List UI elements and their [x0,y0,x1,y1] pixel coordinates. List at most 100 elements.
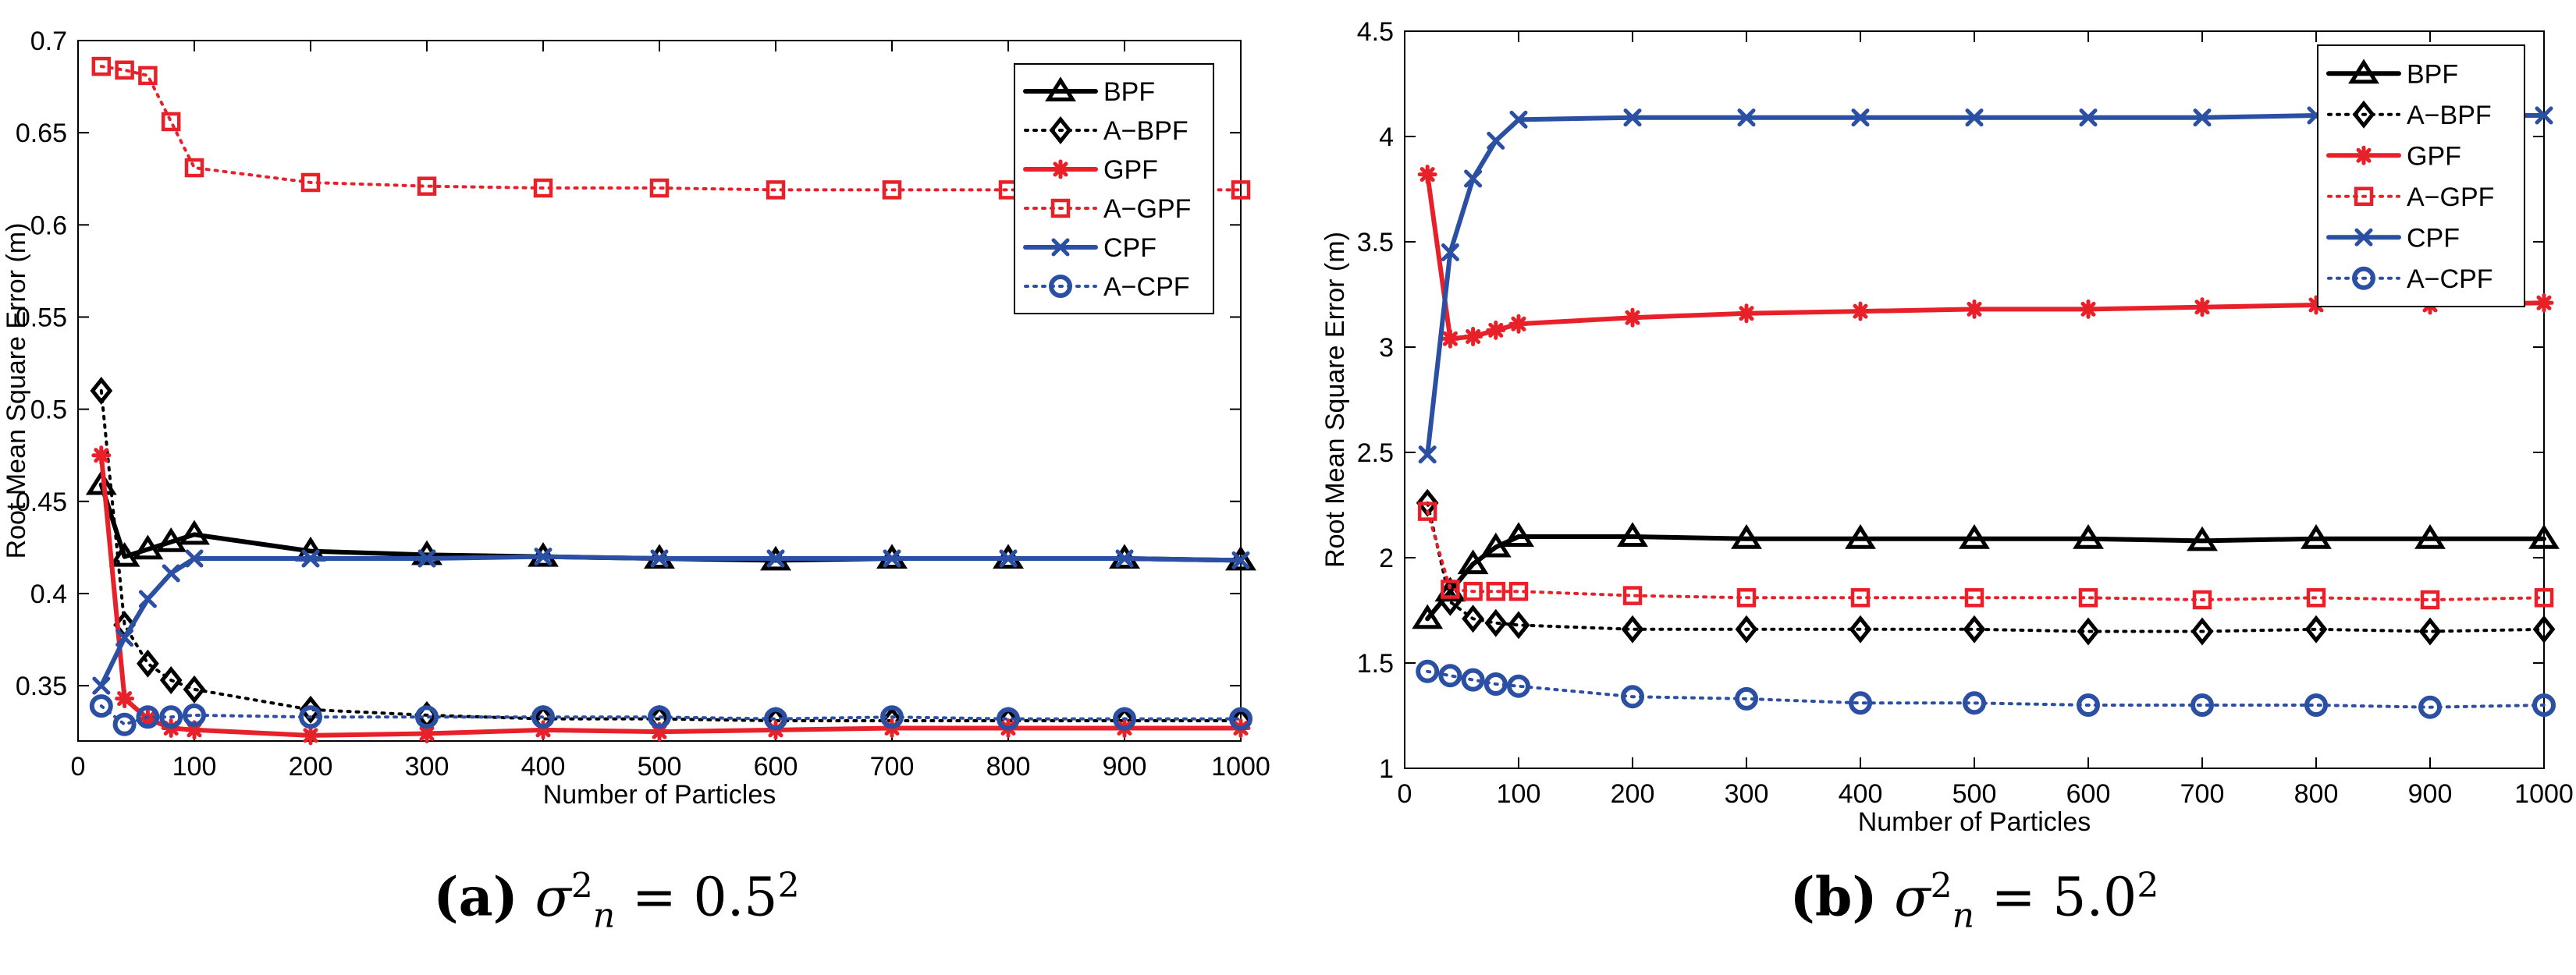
panel-b-point-bpf [1480,532,1512,558]
panel-b-xtick-label: 800 [2294,779,2339,809]
panel-b-point-a-bpf [1735,615,1758,644]
panel-a-point-cpf [162,564,180,583]
figure-canvas: 0 100 200 300 400 500 600 700 800 900 10000.350.40… [2,17,2574,837]
panel-a-legend-marker-a-gpf [1050,198,1071,218]
panel-a-series-a-gpf [91,56,1251,200]
panel-b-legend-marker-a-gpf [2354,186,2374,206]
caption-b: (b) σ2n = 5.02 [1662,866,2286,952]
panel-b-point-gpf [1463,327,1483,346]
panel-b-legend-marker-gpf [2354,145,2374,165]
panel-b-point-a-gpf [1964,588,1984,608]
panel-b-point-bpf [1457,549,1489,575]
panel-b-xtick-label: 200 [1611,779,1655,809]
panel-a-ytick-label: 0.55 [16,303,67,332]
panel-a-ytick-label: 0.4 [30,580,67,609]
panel-a-point-gpf [115,689,135,709]
panel-b-point-bpf [1503,522,1534,547]
panel-b-point-a-cpf [2532,693,2556,717]
panel-b-series-gpf [1417,165,2554,349]
panel-a-legend-marker-cpf [1051,238,1070,257]
panel-b-point-a-cpf [2418,695,2442,719]
caption-b-exponent: 2 [2137,866,2159,906]
panel-b-point-cpf [1487,131,1505,150]
panel-b-point-cpf [1851,108,1870,127]
panel-a-point-cpf [115,629,134,647]
panel-b-line-a-cpf [1426,669,2546,709]
panel-a-point-bpf [132,534,164,560]
panel-a-point-a-gpf [882,180,902,200]
panel-a-point-gpf [91,445,112,466]
panel-b-point-a-bpf [1484,608,1508,637]
panel-a-point-gpf [300,725,321,746]
panel-a-point-a-cpf [764,707,787,731]
panel-a-point-a-cpf [997,707,1020,731]
panel-b-point-a-cpf [2190,693,2214,717]
panel-a-point-cpf [185,549,204,568]
panel-b-point-a-bpf [1621,615,1644,644]
panel-b-point-a-gpf [1463,581,1483,601]
panel-a-legend-marker-gpf [1050,159,1071,179]
panel-b-point-a-cpf [1416,659,1440,683]
panel-b-legend-marker-a-cpf [2352,266,2375,290]
panel-b-xtick-label: 900 [2408,779,2453,809]
panel-b-xtick-label: 0 [1398,779,1412,809]
panel-a-point-a-bpf [136,649,159,678]
caption-b-value: = 5.0 [1974,867,2137,929]
caption-a-exponent: 2 [777,866,800,906]
panel-b-point-cpf [1623,108,1642,127]
panel-b-point-cpf [2079,108,2098,127]
panel-b-xtick-label: 600 [2066,779,2111,809]
panel-a-point-a-cpf [183,703,206,727]
panel-b-x-axis-label: Number of Particles [1858,807,2091,837]
panel-a-xtick-label: 100 [172,752,217,782]
panel-b-ytick-label: 2 [1379,544,1394,573]
panel-b-point-a-cpf [1621,685,1644,709]
panel-b-point-a-cpf [1438,664,1462,688]
panel-b-xtick-label: 100 [1497,779,1541,809]
panel-b-ytick-label: 2.5 [1357,438,1394,468]
panel-a-x-axis-label: Number of Particles [543,780,776,810]
panel-b-point-a-cpf [1507,674,1530,698]
panel-b-point-gpf [1964,299,1984,319]
panel-a-series-cpf [92,548,1250,695]
panel-b-legend-label-a-cpf: A−CPF [2407,264,2493,294]
panel-a-point-gpf [137,709,158,729]
panel-a-point-cpf [999,549,1018,568]
panel-b-point-a-gpf [1417,502,1437,521]
panel-b-series-a-gpf [1417,502,2554,610]
panel-b-point-cpf [1464,169,1483,188]
panel-a-point-cpf [766,549,785,568]
panel-a-point-cpf [417,549,436,568]
panel-a-legend: BPF A−BPF GPF A−GPF CPF A−CPF [1014,63,1214,314]
panel-b-point-bpf [2187,526,2218,551]
panel-a-chart: 0 100 200 300 400 500 600 700 800 900 1000 0.35 0.4 0… [2,27,1270,810]
panel-b-point-gpf [1736,303,1757,324]
panel-b-legend-label-bpf: BPF [2407,59,2458,89]
panel-a-legend-marker-a-bpf [1049,115,1072,145]
panel-a-point-a-bpf [90,376,113,406]
panel-b-line-a-gpf [1426,509,2546,601]
panel-a-legend-marker-a-cpf [1049,275,1072,298]
panel-a-legend-label-a-bpf: A−BPF [1103,116,1189,146]
panel-b-point-a-bpf [2532,615,2556,644]
panel-a-point-a-cpf [531,705,555,729]
panel-a-xtick-label: 600 [754,752,798,782]
panel-b-point-gpf [1486,320,1506,340]
panel-b-series-a-bpf [1416,488,2556,646]
panel-a-point-a-gpf [649,178,670,198]
panel-b-ytick-label: 3.5 [1357,228,1394,257]
panel-a-xtick-label: 1000 [1211,752,1270,782]
panel-a-xtick-label: 500 [638,752,682,782]
panel-b-point-a-cpf [1963,691,1986,715]
panel-b-xtick-label: 300 [1725,779,1769,809]
panel-a-xtick-label: 0 [71,752,86,782]
panel-a-point-cpf [650,549,669,568]
panel-a-point-a-cpf [299,705,322,729]
panel-b-point-a-gpf [1736,588,1757,608]
panel-a-point-a-gpf [161,112,181,132]
panel-a-xtick-label: 800 [986,752,1031,782]
panel-b-point-a-bpf [1849,615,1872,644]
panel-b-series-a-cpf [1416,659,2556,719]
panel-a-point-a-gpf [533,178,553,198]
panel-b-point-a-cpf [2077,693,2100,717]
